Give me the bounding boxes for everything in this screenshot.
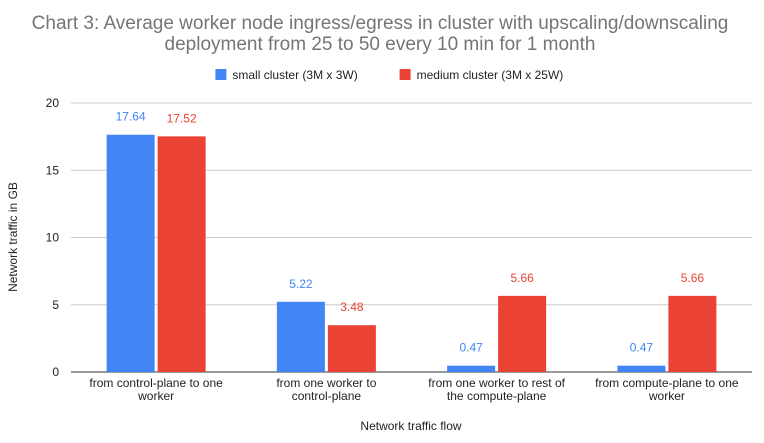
data-labels: 17.64 5.22 0.47 0.47 17.52 3.48 5.66 5.66 [116, 110, 705, 355]
bar-series-2-cat-2 [327, 325, 376, 372]
bar-series-1-cat-1 [106, 134, 155, 372]
category-label: from one worker to rest of [428, 376, 565, 390]
chart-title-line-2: deployment from 25 to 50 every 10 min fo… [165, 34, 596, 55]
data-label: 0.47 [459, 341, 483, 355]
y-tick-label: 20 [46, 96, 60, 110]
data-label: 3.48 [340, 300, 364, 314]
category-label: from control-plane to one [89, 376, 223, 390]
bar-series-1-cat-3 [447, 365, 496, 372]
category-label: worker [648, 389, 685, 403]
y-tick-label: 0 [52, 365, 59, 379]
data-label: 5.66 [510, 271, 534, 285]
bars [106, 134, 717, 372]
data-label: 17.52 [167, 111, 197, 125]
legend-swatch [215, 69, 227, 80]
legend-swatch [399, 69, 411, 80]
data-label: 0.47 [630, 341, 654, 355]
y-axis-ticks: 0 5 10 15 20 [46, 96, 60, 379]
bar-series-1-cat-2 [276, 301, 325, 372]
bar-series-2-cat-3 [498, 295, 547, 372]
data-label: 5.22 [289, 277, 313, 291]
category-label: from compute-plane to one [595, 376, 739, 390]
y-axis-label: Network traffic in GB [6, 182, 20, 292]
category-label: from one worker to [276, 376, 376, 390]
chart-title-line-1: Chart 3: Average worker node ingress/egr… [32, 13, 729, 34]
bar-series-2-cat-4 [668, 295, 717, 372]
category-label: control-plane [292, 389, 362, 403]
legend: small cluster (3M x 3W) medium cluster (3… [215, 68, 563, 82]
data-label: 5.66 [681, 271, 705, 285]
legend-label: small cluster (3M x 3W) [232, 68, 357, 82]
legend-label: medium cluster (3M x 25W) [417, 68, 564, 82]
y-tick-label: 15 [46, 163, 60, 177]
bar-series-1-cat-4 [617, 365, 666, 372]
category-label: the compute-plane [447, 389, 547, 403]
y-tick-label: 10 [46, 231, 60, 245]
x-axis-label: Network traffic flow [360, 419, 461, 433]
data-label: 17.64 [116, 110, 146, 124]
bar-series-2-cat-1 [157, 136, 206, 372]
category-label: worker [137, 389, 174, 403]
y-tick-label: 5 [52, 298, 59, 312]
